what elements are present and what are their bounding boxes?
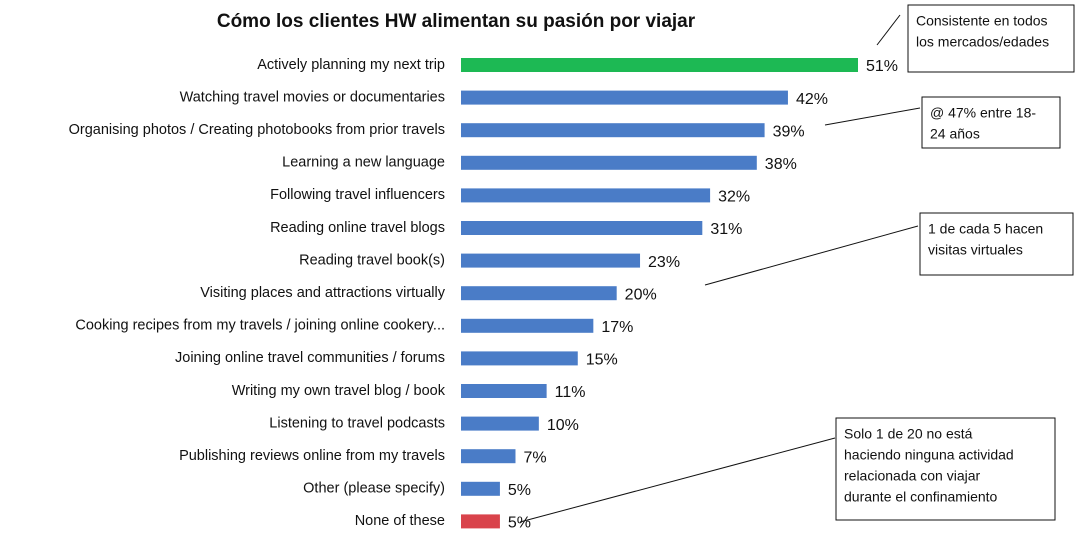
category-label: Actively planning my next trip — [257, 57, 445, 73]
chart-title: Cómo los clientes HW alimentan su pasión… — [217, 11, 696, 32]
annotation-line — [824, 107, 921, 126]
category-label: Reading online travel blogs — [270, 220, 445, 236]
annotation-text: visitas virtuales — [928, 242, 1023, 258]
category-label: Writing my own travel blog / book — [232, 383, 446, 399]
value-label: 5% — [508, 482, 531, 499]
annotation-line — [519, 437, 836, 523]
annotation-text: los mercados/edades — [916, 34, 1049, 50]
bar — [461, 286, 617, 301]
value-label: 7% — [523, 449, 546, 466]
category-label: Reading travel book(s) — [299, 252, 445, 268]
value-label: 11% — [555, 384, 586, 401]
bar — [461, 449, 516, 464]
category-label: Cooking recipes from my travels / joinin… — [75, 318, 445, 334]
bar — [461, 221, 703, 235]
bar — [461, 514, 500, 529]
value-label: 15% — [586, 352, 618, 369]
bar — [461, 253, 641, 268]
bar — [461, 318, 594, 333]
annotation-text: @ 47% entre 18- — [930, 105, 1036, 121]
value-label: 10% — [547, 417, 579, 434]
value-label: 51% — [866, 58, 898, 75]
value-label: 38% — [765, 156, 797, 173]
value-label: 17% — [601, 319, 633, 336]
value-label: 39% — [773, 123, 805, 140]
category-label: None of these — [355, 513, 445, 529]
bar — [461, 188, 711, 203]
value-label: 5% — [508, 515, 531, 532]
category-label: Joining online travel communities / foru… — [175, 350, 445, 366]
annotation-line — [704, 225, 919, 286]
annotation-text: Solo 1 de 20 no está — [844, 426, 973, 442]
bar — [461, 123, 765, 138]
category-label: Visiting places and attractions virtuall… — [200, 285, 445, 301]
category-label: Publishing reviews online from my travel… — [179, 448, 445, 464]
category-label: Watching travel movies or documentaries — [180, 89, 445, 105]
bar — [461, 351, 578, 366]
bar — [461, 155, 757, 170]
annotation-line — [876, 14, 901, 46]
category-label: Organising photos / Creating photobooks … — [69, 122, 445, 138]
bar — [461, 416, 539, 431]
value-label: 23% — [648, 254, 680, 271]
category-label: Listening to travel podcasts — [269, 415, 445, 431]
category-label: Other (please specify) — [303, 481, 445, 497]
annotation-text: haciendo ninguna actividad — [844, 447, 1014, 463]
value-label: 42% — [796, 91, 828, 108]
bar — [461, 90, 788, 105]
annotation-text: durante el confinamiento — [844, 489, 998, 505]
annotation-box — [919, 212, 1074, 276]
value-label: 20% — [625, 286, 657, 303]
annotation-box — [835, 417, 1056, 521]
category-label: Following travel influencers — [270, 187, 445, 203]
annotation-text: relacionada con viajar — [844, 468, 981, 484]
bar — [461, 384, 547, 398]
annotation-box — [921, 96, 1061, 149]
bar — [461, 481, 500, 496]
value-label: 31% — [710, 221, 742, 238]
category-label: Learning a new language — [282, 155, 445, 171]
annotation-text: Consistente en todos — [916, 13, 1048, 29]
annotation-box — [907, 4, 1075, 73]
bar — [461, 58, 858, 72]
value-label: 32% — [718, 189, 750, 206]
annotation-text: 1 de cada 5 hacen — [928, 221, 1043, 237]
annotation-text: 24 años — [930, 126, 980, 142]
